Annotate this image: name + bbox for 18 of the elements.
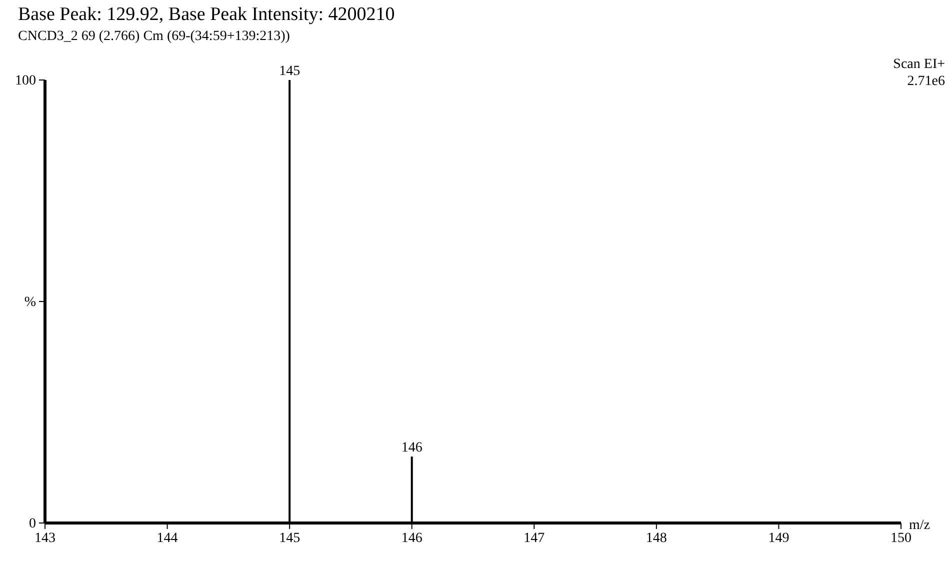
x-tick-label: 148 — [646, 530, 667, 546]
y-tick-label: 100 — [15, 73, 36, 88]
x-tick-label: 145 — [279, 530, 300, 546]
x-tick-label: 150 — [890, 530, 912, 546]
y-tick-label: % — [24, 294, 36, 310]
x-tick-label: 147 — [524, 530, 545, 546]
x-tick-label: 146 — [401, 530, 422, 546]
chart-title: Base Peak: 129.92, Base Peak Intensity: 4200210 — [18, 4, 395, 25]
chart-subtitle: CNCD3_2 69 (2.766) Cm (69-(34:59+139:213)) — [18, 29, 290, 44]
annotation: 145 — [279, 64, 300, 79]
text: Scan EI+ — [893, 57, 946, 72]
x-tick-label: 149 — [768, 530, 790, 546]
x-axis-title: m/z — [909, 518, 930, 533]
y-tick-label: 0 — [29, 516, 36, 532]
x-tick-label: 143 — [34, 530, 56, 546]
annotation: 146 — [401, 440, 422, 456]
text: 2.71e6 — [907, 74, 945, 89]
x-tick-label: 144 — [156, 530, 178, 546]
